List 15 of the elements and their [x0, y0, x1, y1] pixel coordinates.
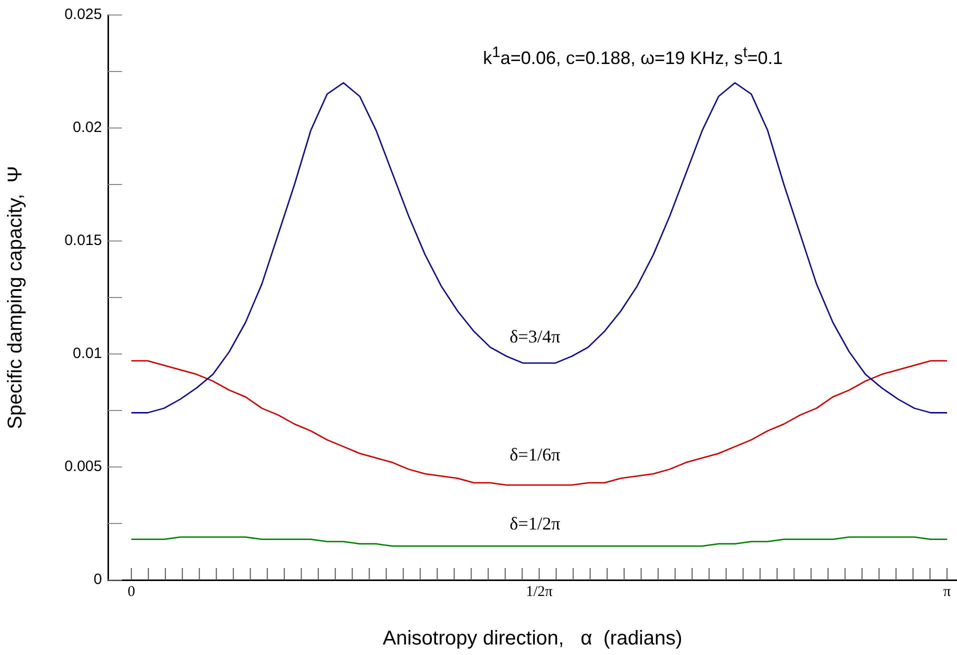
x-tick-label: 1/2π: [526, 584, 553, 600]
annotation: k$^{1}$a=0.06, c=0.188, ω=19 KHz, s$^{t}$=0.1: [483, 44, 783, 69]
y-axis-title: Specific damping capacity, Ψ: [4, 166, 27, 430]
y-tick-label: 0.005: [64, 458, 102, 476]
y-tick-label: 0: [94, 571, 102, 588]
annotation: δ=1/2π: [510, 514, 560, 534]
y-tick-label: 0.015: [64, 232, 102, 250]
x-tick-label: 0: [128, 584, 136, 600]
annotation: δ=3/4π: [510, 326, 560, 348]
y-tick-label: 0.01: [72, 345, 102, 362]
y-tick-label: 0.025: [64, 6, 102, 24]
x-tick-label: π: [943, 584, 952, 600]
annotation: δ=1/6π: [510, 444, 560, 466]
y-tick-label: 0.02: [72, 119, 102, 136]
x-axis-title: Anisotropy direction, α (radians): [382, 628, 682, 650]
